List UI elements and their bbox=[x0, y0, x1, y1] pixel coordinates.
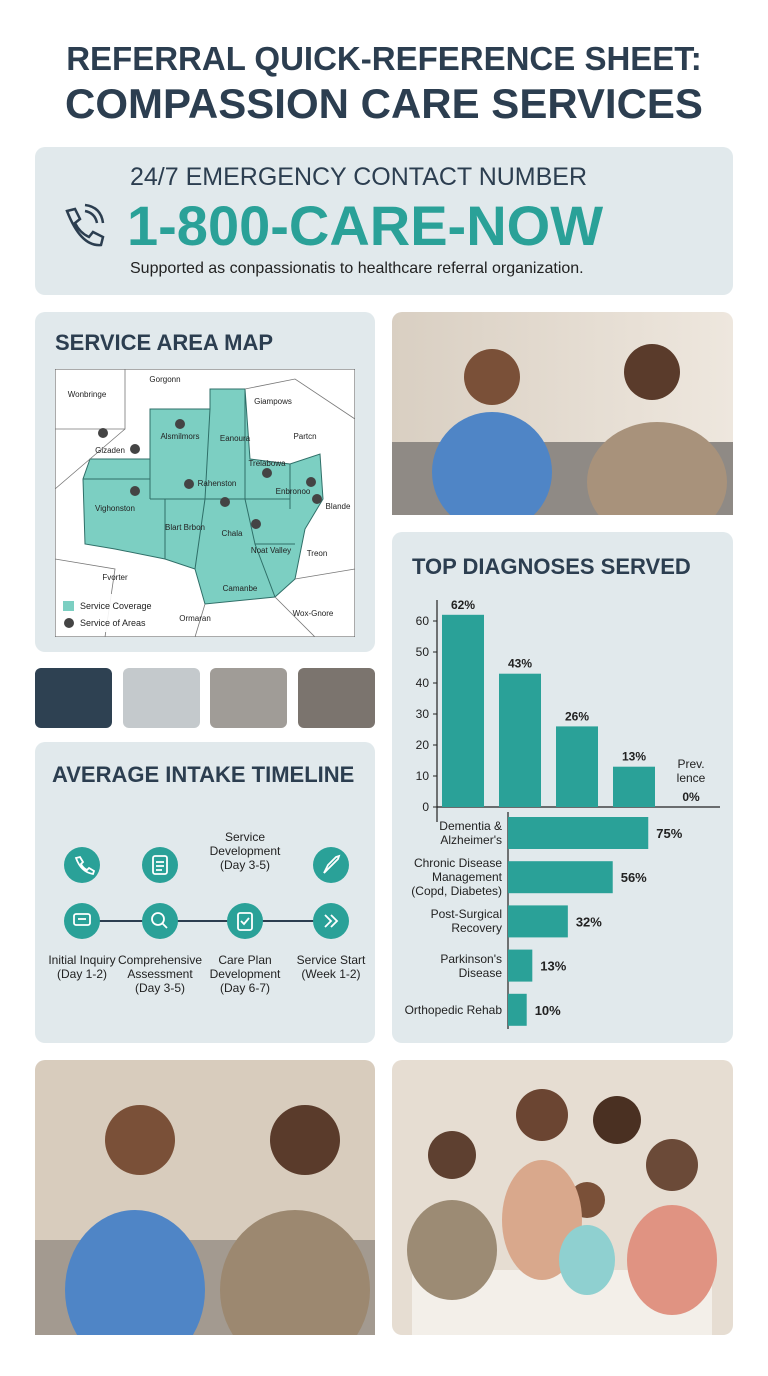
category-label: Parkinson's Disease bbox=[440, 951, 502, 980]
value-label: 13% bbox=[622, 750, 646, 764]
place-label: Chala bbox=[222, 529, 243, 538]
category-label: Chronic Disease Management (Copd, Diabet… bbox=[411, 856, 502, 899]
value-label: 32% bbox=[576, 914, 602, 929]
y-tick-label: 60 bbox=[416, 614, 430, 628]
section-title: TOP DIAGNOSES SERVED bbox=[412, 554, 691, 579]
legend-label: Service of Areas bbox=[80, 618, 146, 628]
bar bbox=[499, 673, 541, 807]
pin bbox=[220, 497, 230, 507]
timeline-graphic bbox=[64, 847, 349, 939]
chart: 0 10 20 30 40 50 60 62% 43% 26% 13% 0% 75% 56% 32% 13% 1… bbox=[416, 598, 720, 1029]
bar bbox=[508, 861, 613, 894]
y-tick-label: 20 bbox=[416, 738, 430, 752]
step-label: Initial Inquiry (Day 1-2) bbox=[48, 953, 116, 981]
y-tick-label: 0 bbox=[422, 800, 429, 814]
pin bbox=[130, 486, 140, 496]
tagline: Supported as conpassionatis to healthcar… bbox=[130, 260, 584, 277]
place-label: Partcn bbox=[293, 432, 316, 441]
step-label: Comprehensive Assessment (Day 3-5) bbox=[117, 953, 203, 995]
place-label: Treon bbox=[307, 549, 328, 558]
value-label: 26% bbox=[565, 709, 589, 723]
bar bbox=[508, 905, 568, 938]
value-label: 75% bbox=[656, 826, 682, 841]
y-tick-label: 50 bbox=[416, 645, 430, 659]
place-label: Eanoura bbox=[220, 434, 251, 443]
place-label: Giampows bbox=[254, 397, 292, 406]
bar bbox=[508, 993, 527, 1026]
y-tick-label: 30 bbox=[416, 707, 430, 721]
place-label: Blart Brbon bbox=[165, 523, 205, 532]
pin bbox=[130, 444, 140, 454]
bar bbox=[508, 949, 533, 982]
place-label: Camanbe bbox=[223, 584, 258, 593]
bar bbox=[613, 766, 655, 807]
place-label: Wonbringe bbox=[68, 390, 107, 399]
value-label: 43% bbox=[508, 657, 532, 671]
title: COMPASSION CARE SERVICES bbox=[65, 80, 703, 127]
category-label: Post-Surgical Recovery bbox=[430, 907, 502, 936]
swatch bbox=[35, 668, 112, 728]
photo bbox=[392, 1060, 733, 1335]
place-label: Gizaden bbox=[95, 446, 125, 455]
step-label: Service Start (Week 1-2) bbox=[296, 953, 366, 981]
swatch bbox=[210, 668, 287, 728]
map-card: SERVICE AREA MAP Wonbringe Gorgonn Giampow… bbox=[35, 312, 375, 652]
place-label: Vighonston bbox=[95, 504, 135, 513]
phone-number[interactable]: 1-800-CARE-NOW bbox=[127, 194, 604, 257]
y-tick-label: 40 bbox=[416, 676, 430, 690]
value-label: 10% bbox=[535, 1003, 561, 1018]
place-label: Alsmilmors bbox=[160, 432, 199, 441]
timeline-card: AVERAGE INTAKE TIMELINE Service Developm… bbox=[35, 742, 375, 1043]
value-label: 0% bbox=[682, 790, 700, 804]
pin bbox=[262, 468, 272, 478]
y-tick-label: 10 bbox=[416, 769, 430, 783]
category-label: Prev. lence bbox=[676, 757, 706, 785]
place-label: Enbronoo bbox=[276, 487, 311, 496]
step-label: Care Plan Development (Day 6-7) bbox=[209, 953, 281, 995]
bar bbox=[508, 817, 649, 849]
phone-icon bbox=[65, 203, 105, 247]
step-label: Service Development (Day 3-5) bbox=[209, 830, 281, 872]
section-title: AVERAGE INTAKE TIMELINE bbox=[52, 762, 355, 787]
place-label: Wox-Gnore bbox=[293, 609, 334, 618]
contact-card: 24/7 EMERGENCY CONTACT NUMBER 1-800-CARE… bbox=[35, 147, 733, 295]
swatch bbox=[123, 668, 200, 728]
pin bbox=[312, 494, 322, 504]
bar bbox=[442, 614, 484, 807]
place-label: Rahenston bbox=[198, 479, 237, 488]
category-label: Dementia & Alzheimer's bbox=[439, 819, 502, 847]
photo bbox=[35, 1060, 375, 1335]
bar bbox=[556, 726, 598, 807]
legend-label: Service Coverage bbox=[80, 601, 152, 611]
place-label: Trelabowa bbox=[248, 459, 286, 468]
pin bbox=[306, 477, 316, 487]
swatch bbox=[298, 668, 375, 728]
photo bbox=[392, 312, 733, 515]
place-label: Blande bbox=[326, 502, 351, 511]
map: Wonbringe Gorgonn Giampows Alsmilmors Eanour… bbox=[55, 369, 355, 637]
place-label: Gorgonn bbox=[149, 375, 180, 384]
value-label: 13% bbox=[540, 959, 566, 974]
category-label: Orthopedic Rehab bbox=[404, 1002, 502, 1017]
title: REFERRAL QUICK-REFERENCE SHEET: bbox=[66, 40, 702, 77]
pin bbox=[184, 479, 194, 489]
pin bbox=[251, 519, 261, 529]
place-label: Fvorter bbox=[102, 573, 128, 582]
contact-heading: 24/7 EMERGENCY CONTACT NUMBER bbox=[130, 163, 588, 191]
pin bbox=[175, 419, 185, 429]
diagnoses-card: TOP DIAGNOSES SERVED 0 10 20 30 40 50 60 62% 43%… bbox=[392, 532, 733, 1043]
section-title: SERVICE AREA MAP bbox=[55, 330, 274, 355]
place-label: Ormaran bbox=[179, 614, 211, 623]
place-label: Noat Valley bbox=[251, 546, 291, 555]
value-label: 62% bbox=[451, 598, 475, 612]
pin bbox=[98, 428, 108, 438]
value-label: 56% bbox=[621, 870, 647, 885]
